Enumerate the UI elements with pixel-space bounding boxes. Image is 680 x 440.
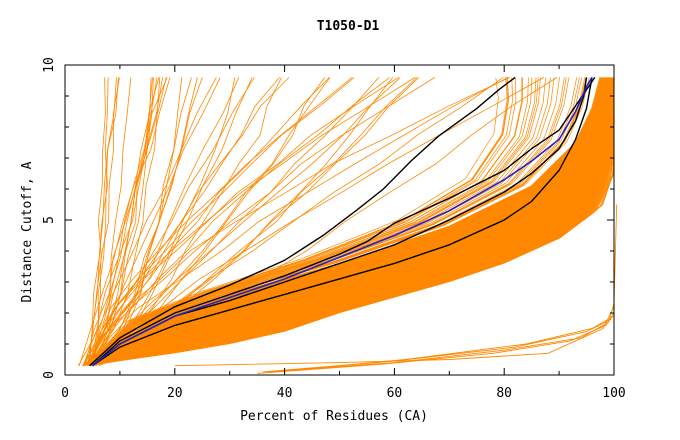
model-curve [273,315,615,373]
model-curve [96,77,154,366]
model-curve [90,77,533,366]
x-tick-label: 100 [602,386,625,401]
model-curve [89,77,508,366]
model-curve [96,77,132,366]
x-tick-label: 0 [61,386,69,401]
y-axis-label: Distance Cutoff, A [20,161,35,302]
model-curve [94,77,615,365]
y-tick-label: 5 [42,216,57,224]
x-tick-label: 20 [167,386,183,401]
model-curve [85,77,290,366]
model-curve [97,77,615,363]
model-curve [91,77,587,366]
model-curve [90,77,163,366]
model-curve [87,77,353,366]
x-tick-label: 80 [496,386,512,401]
model-curve [257,312,615,374]
model-curve [83,77,558,367]
highlighted-curve-blue [92,76,593,367]
model-curve [83,77,399,366]
model-curve [88,77,499,366]
axes-group: 0 20 40 60 80 100 0 5 10 [42,57,626,401]
model-curve [82,77,401,367]
model-curve [82,77,158,366]
model-curve [82,77,160,366]
model-curve [98,77,198,366]
highlighted-curves-group [89,76,596,367]
model-curve [89,77,514,366]
model-curve [89,77,517,366]
model-curve [91,77,570,366]
highlighted-curve-black [92,77,593,367]
model-curve [90,77,537,366]
x-tick-label: 60 [387,386,403,401]
chart-title: T1050-D1 [317,19,380,34]
model-curve [93,77,615,365]
model-curves-group [78,77,618,374]
model-curve [90,77,355,366]
model-curve [89,77,436,366]
model-curve [87,77,330,366]
model-curve [87,77,106,366]
model-curve [89,77,510,366]
model-curve [88,77,117,366]
y-tick-label: 10 [42,57,57,73]
model-curve [83,77,416,366]
y-tick-label: 0 [42,371,57,379]
model-curve [88,77,390,366]
x-axis-label: Percent of Residues (CA) [240,409,428,424]
model-curve [78,77,217,366]
model-curve [87,77,255,366]
model-curve [90,77,541,366]
x-tick-label: 40 [277,386,293,401]
model-curve [89,77,120,366]
model-curve [89,77,524,366]
highlighted-curve-black [89,76,516,367]
model-curve [88,77,509,366]
highlighted-curve-black [92,77,596,367]
